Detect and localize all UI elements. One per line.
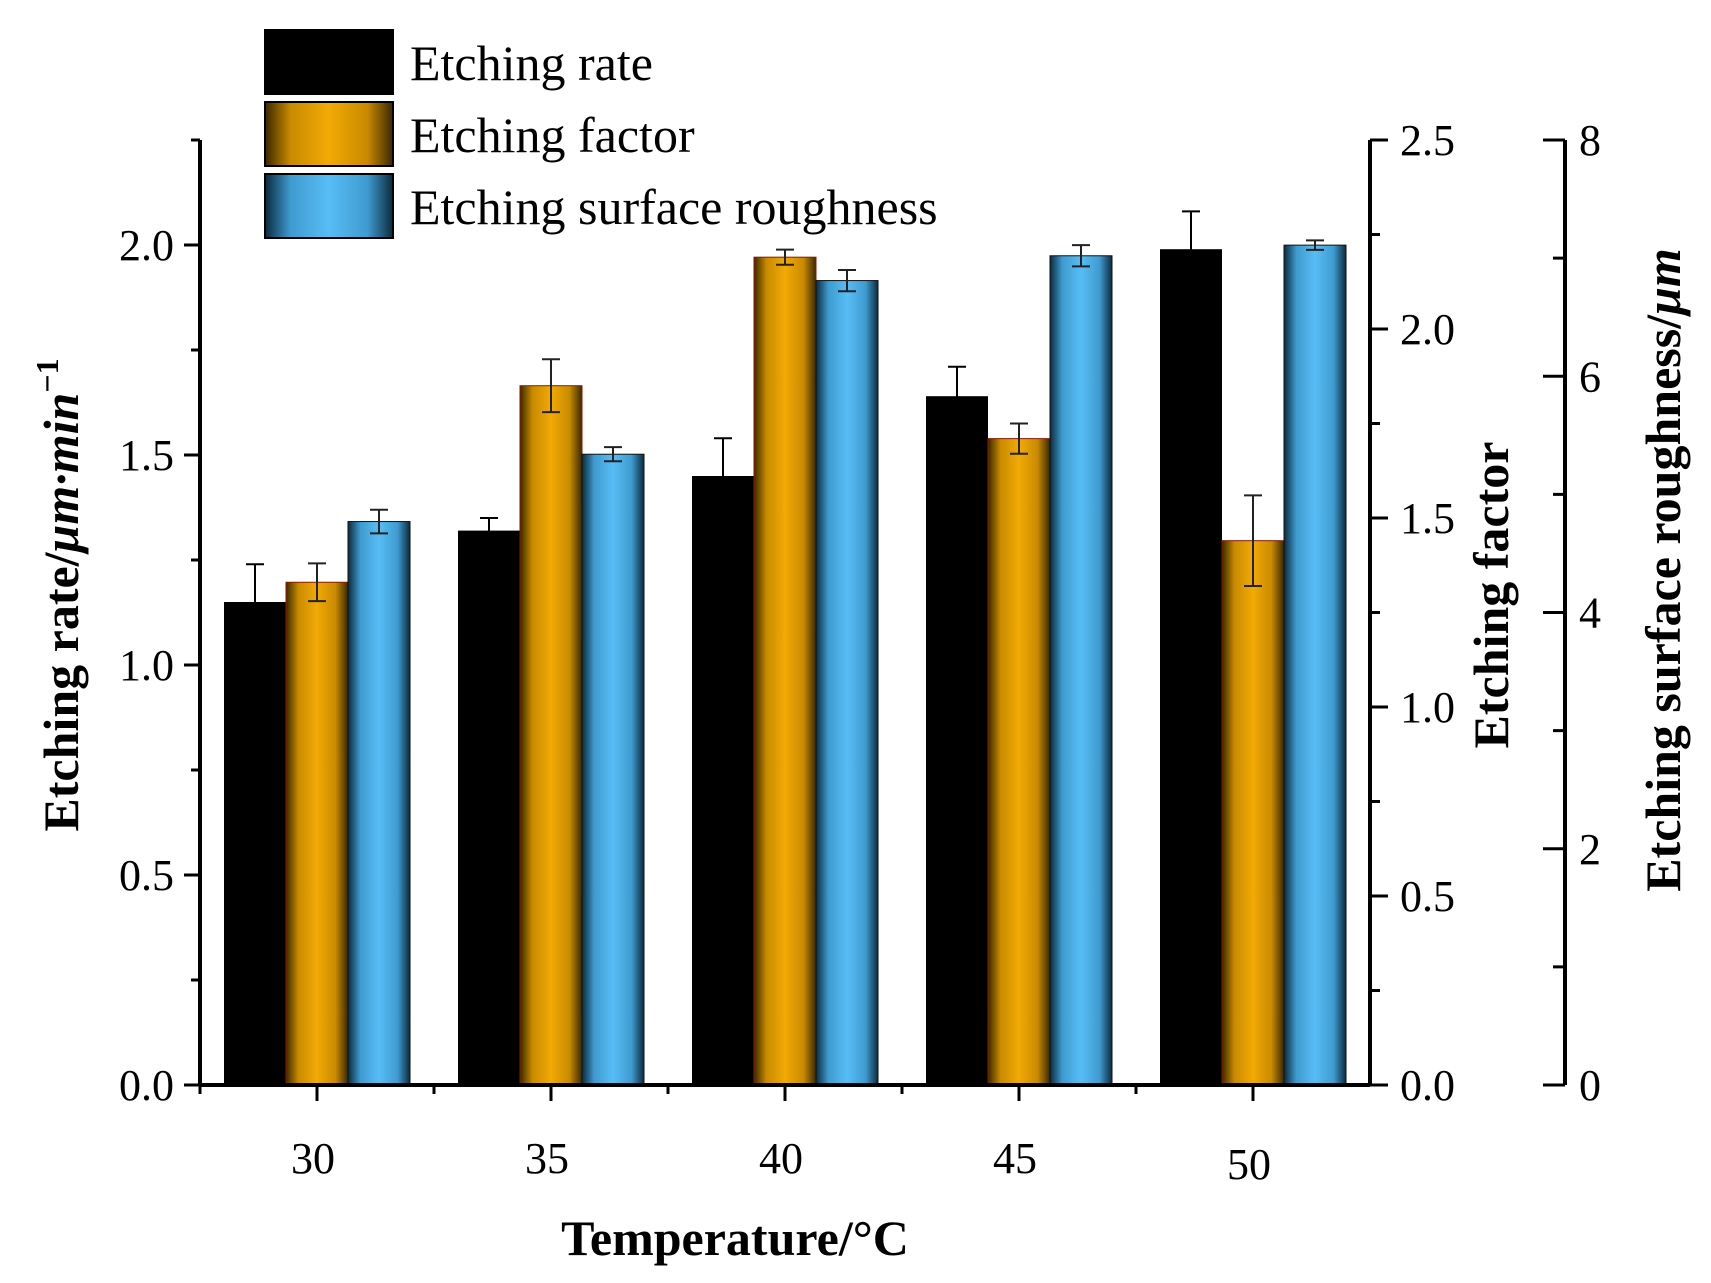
right-axis-1-title: Etching factor — [1463, 442, 1519, 749]
error-bar-etching-factor-35 — [542, 358, 560, 414]
x-tick-label: 45 — [993, 1134, 1037, 1183]
error-bars-group — [246, 210, 1324, 641]
bar-etching-factor-50 — [1221, 540, 1285, 1086]
bar-etching-factor-45 — [987, 438, 1051, 1086]
x-axis-title: Temperature/°C — [561, 1210, 909, 1266]
right-1-tick-label: 2.0 — [1400, 305, 1455, 354]
left-tick-label: 1.0 — [119, 641, 174, 690]
legend-item-etching-surface-roughness: Etching surface roughness — [264, 173, 938, 239]
error-bar-etching-surface-roughness-45 — [1072, 244, 1090, 268]
bar-etching-surface-roughness-40 — [815, 280, 879, 1086]
error-bar-etching-factor-30 — [308, 562, 326, 603]
x-tick-label: 30 — [291, 1134, 335, 1183]
left-tick-label: 2.0 — [119, 221, 174, 270]
legend-label: Etching factor — [410, 107, 695, 163]
right-axis-2-title: Etching surface roughness/μm — [1635, 248, 1691, 892]
right-2-tick-label: 4 — [1579, 589, 1601, 638]
error-bar-etching-rate-35 — [480, 517, 498, 545]
legend-item-etching-factor: Etching factor — [264, 101, 695, 167]
bar-etching-surface-roughness-30 — [347, 521, 411, 1086]
legend-label: Etching rate — [410, 35, 653, 91]
error-bar-etching-rate-45 — [948, 365, 966, 427]
bars-group — [224, 244, 1347, 1086]
right-1-tick-label: 1.0 — [1400, 683, 1455, 732]
legend: Etching rate Etching factor Etching surfac… — [264, 29, 938, 239]
bar-etching-rate-35 — [458, 530, 520, 1085]
bar-etching-surface-roughness-35 — [581, 453, 645, 1086]
error-bar-etching-surface-roughness-30 — [370, 508, 388, 535]
right-2-tick-label: 0 — [1579, 1061, 1601, 1110]
legend-item-etching-rate: Etching rate — [264, 29, 653, 95]
error-bar-etching-factor-40 — [776, 248, 794, 266]
legend-label: Etching surface roughness — [410, 179, 938, 235]
right-1-tick-label: 0.0 — [1400, 1061, 1455, 1110]
right-1-tick-label: 1.5 — [1400, 494, 1455, 543]
error-bar-etching-rate-40 — [714, 437, 732, 515]
bar-etching-factor-40 — [753, 256, 817, 1086]
error-bar-etching-rate-30 — [246, 563, 264, 641]
right-1-tick-label: 0.5 — [1400, 872, 1455, 921]
error-bar-etching-factor-45 — [1010, 422, 1028, 455]
legend-swatch — [264, 29, 394, 95]
left-tick-label: 1.5 — [119, 431, 174, 480]
bar-etching-rate-45 — [926, 396, 988, 1085]
axes-group: 0.00.51.01.52.030 35 40 45 500.00.51.01.52.0… — [119, 116, 1601, 1189]
x-tick-label: 35 — [525, 1134, 569, 1183]
x-tick-label: 50 — [1227, 1140, 1271, 1189]
left-tick-label: 0.5 — [119, 851, 174, 900]
bar-etching-surface-roughness-45 — [1049, 255, 1113, 1086]
right-2-tick-label: 8 — [1579, 116, 1601, 165]
error-bar-etching-factor-50 — [1244, 494, 1262, 588]
error-bar-etching-surface-roughness-40 — [838, 268, 856, 293]
bar-etching-rate-30 — [224, 602, 286, 1085]
right-1-tick-label: 2.5 — [1400, 116, 1455, 165]
error-bar-etching-surface-roughness-35 — [604, 446, 622, 463]
bar-etching-rate-50 — [1160, 249, 1222, 1085]
error-bar-etching-surface-roughness-50 — [1306, 239, 1324, 251]
legend-swatch — [264, 173, 394, 239]
bar-etching-factor-30 — [285, 581, 349, 1086]
bar-etching-rate-40 — [692, 476, 754, 1085]
left-axis-title: Etching rate/μm·min−1 — [29, 358, 89, 831]
legend-swatch — [264, 101, 394, 167]
left-tick-label: 0.0 — [119, 1061, 174, 1110]
bar-etching-surface-roughness-50 — [1283, 244, 1347, 1086]
error-bar-etching-rate-50 — [1182, 210, 1200, 288]
x-tick-label: 40 — [759, 1134, 803, 1183]
bar-etching-factor-35 — [519, 385, 583, 1086]
right-2-tick-label: 6 — [1579, 352, 1601, 401]
right-2-tick-label: 2 — [1579, 825, 1601, 874]
